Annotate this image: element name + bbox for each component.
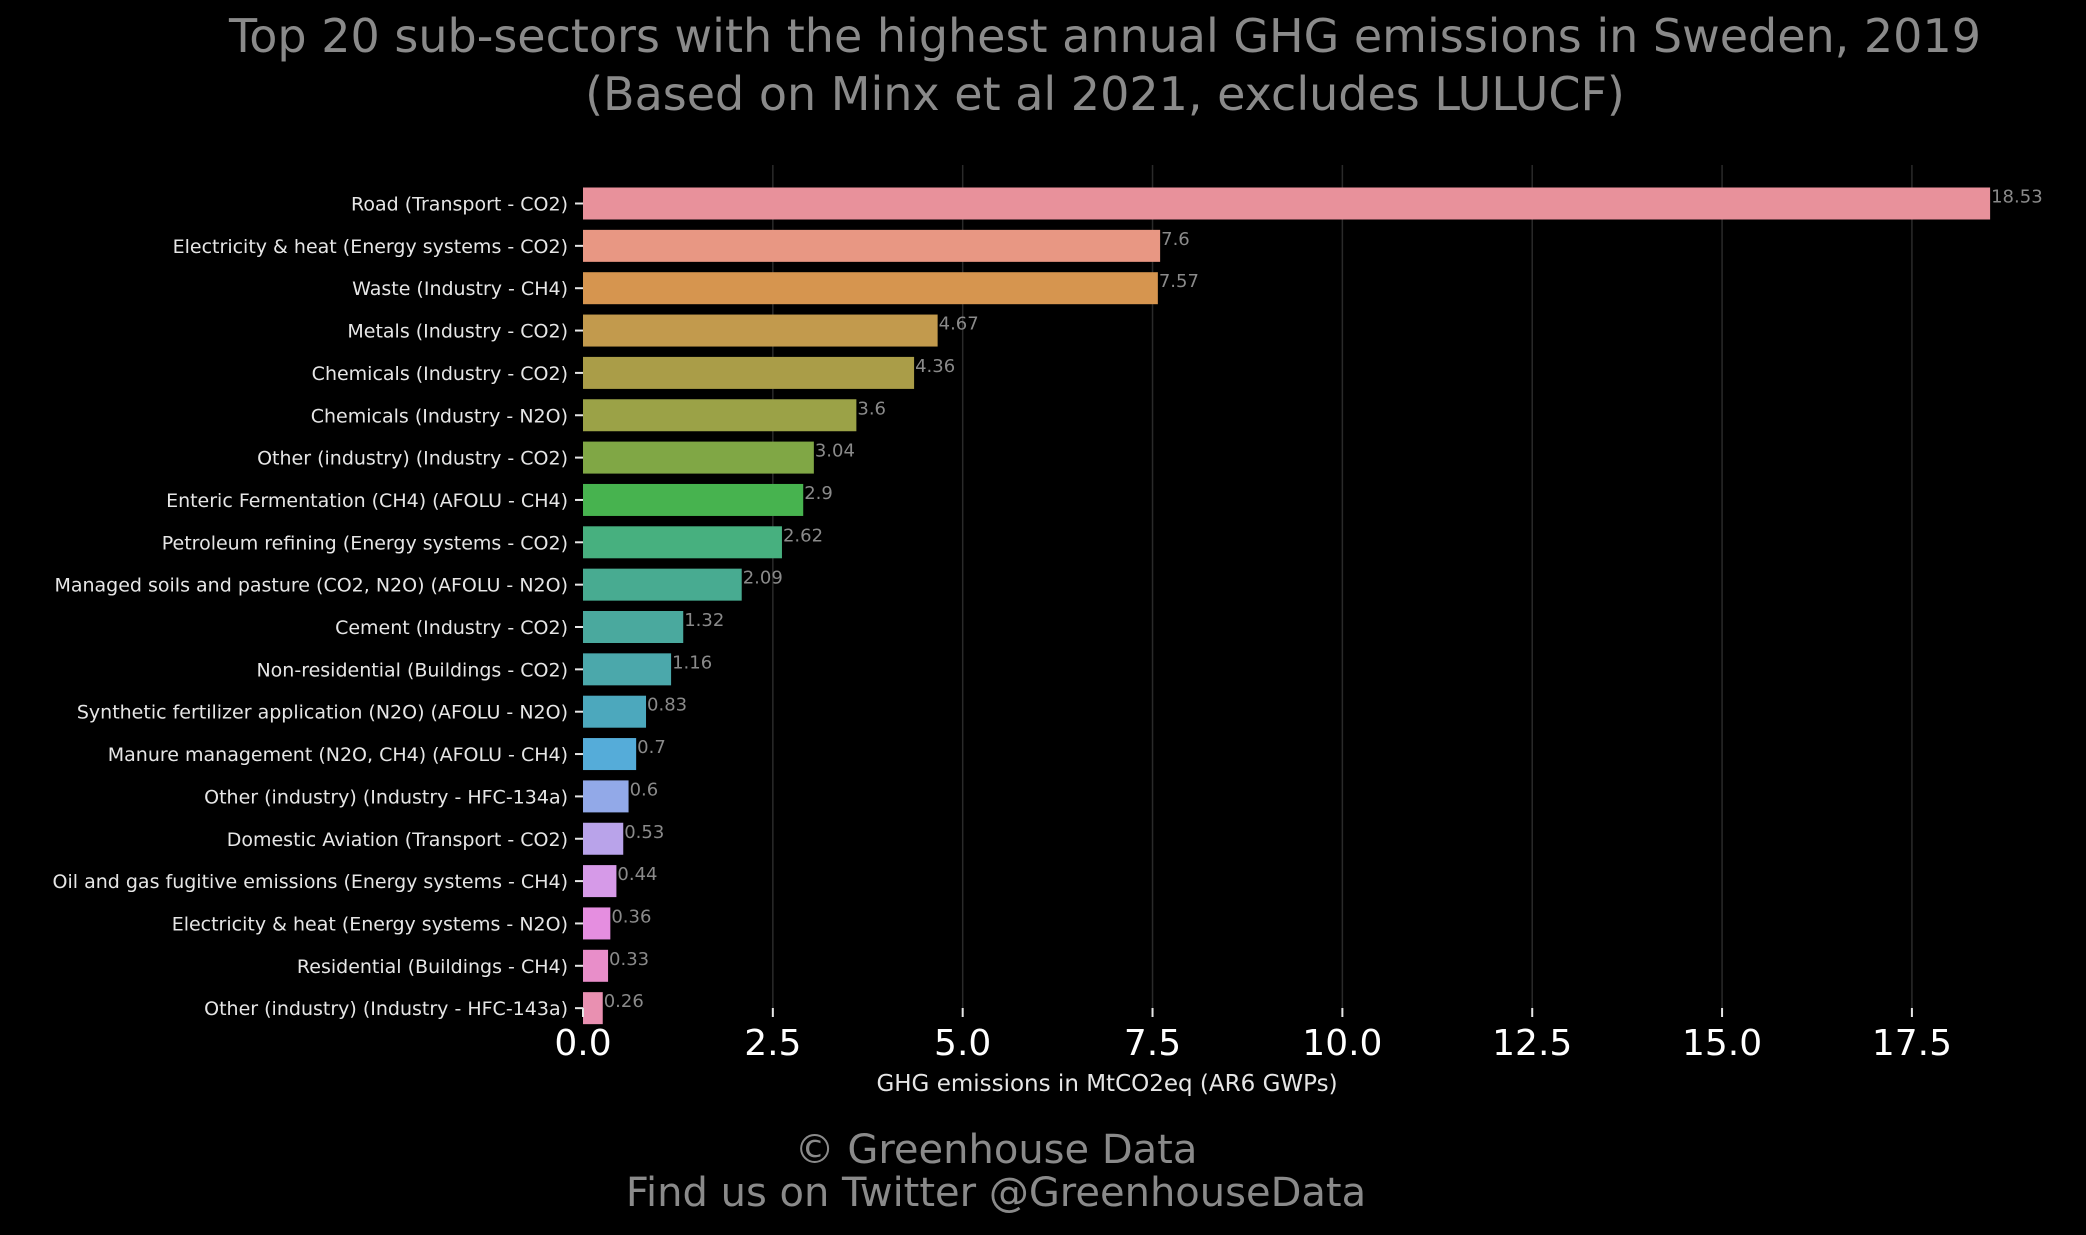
x-tick-label: 10.0 — [1302, 1023, 1382, 1064]
value-label: 3.04 — [815, 441, 855, 462]
category-label: Chemicals (Industry - CO2) — [312, 363, 568, 385]
bar — [583, 695, 647, 728]
x-tick-label: 0.0 — [554, 1023, 611, 1064]
category-label: Enteric Fermentation (CH4) (AFOLU - CH4) — [166, 490, 568, 512]
bar — [583, 992, 603, 1025]
x-axis-ticks: 0.0 2.5 5.0 7.5 10.0 12.5 15.0 17.5 — [554, 1008, 1952, 1064]
category-label: Synthetic fertilizer application (N2O) (… — [77, 702, 568, 724]
chart-subtitle: (Based on Minx et al 2021, excludes LULU… — [585, 67, 1625, 121]
value-label: 2.09 — [743, 568, 783, 589]
footer-copyright: © Greenhouse Data — [795, 1127, 1198, 1173]
bar — [583, 653, 672, 686]
value-label: 3.6 — [857, 398, 886, 419]
value-label: 2.9 — [804, 483, 833, 504]
value-label: 0.7 — [637, 737, 666, 758]
bar — [583, 187, 1991, 220]
value-label: 2.62 — [783, 525, 823, 546]
bar — [583, 780, 629, 813]
bar — [583, 441, 814, 474]
value-labels: 18.53 7.6 7.57 4.67 4.36 3.6 3.04 2.9 2.62 2.09 1.… — [604, 187, 2043, 1013]
value-label: 0.53 — [624, 822, 664, 843]
bar — [583, 568, 742, 601]
category-label: Residential (Buildings - CH4) — [297, 956, 568, 978]
x-tick-label: 5.0 — [934, 1023, 991, 1064]
bar — [583, 907, 611, 940]
bar — [583, 949, 609, 982]
value-label: 18.53 — [1991, 187, 2043, 208]
grid-lines — [772, 165, 1913, 1008]
bar — [583, 483, 804, 516]
x-tick-label: 12.5 — [1492, 1023, 1572, 1064]
category-label: Managed soils and pasture (CO2, N2O) (AF… — [54, 575, 568, 597]
value-label: 0.44 — [617, 864, 657, 885]
category-label: Road (Transport - CO2) — [351, 194, 568, 216]
x-tick-label: 15.0 — [1682, 1023, 1762, 1064]
bar — [583, 526, 782, 559]
value-label: 7.6 — [1161, 229, 1190, 250]
value-label: 0.83 — [647, 695, 687, 716]
bar — [583, 611, 684, 643]
category-label: Manure management (N2O, CH4) (AFOLU - CH… — [108, 744, 568, 766]
value-label: 1.16 — [672, 652, 712, 673]
category-label: Oil and gas fugitive emissions (Energy s… — [53, 871, 568, 893]
value-label: 0.26 — [604, 991, 644, 1012]
category-label: Other (industry) (Industry - HFC-134a) — [204, 786, 568, 808]
category-label: Other (industry) (Industry - HFC-143a) — [204, 998, 568, 1020]
bar — [583, 229, 1161, 262]
bar — [583, 314, 938, 347]
x-axis-title: GHG emissions in MtCO2eq (AR6 GWPs) — [876, 1071, 1337, 1097]
category-label: Petroleum refining (Energy systems - CO2… — [162, 532, 568, 554]
category-label: Non-residential (Buildings - CO2) — [256, 659, 568, 681]
bar — [583, 865, 617, 898]
category-label: Other (industry) (Industry - CO2) — [257, 448, 568, 470]
value-label: 7.57 — [1159, 271, 1199, 292]
bar — [583, 272, 1158, 305]
category-label: Electricity & heat (Energy systems - CO2… — [173, 236, 568, 258]
value-label: 0.33 — [609, 949, 649, 970]
value-label: 4.36 — [915, 356, 955, 377]
bar — [583, 738, 637, 771]
category-label: Electricity & heat (Energy systems - N2O… — [172, 913, 568, 935]
x-tick-label: 7.5 — [1124, 1023, 1181, 1064]
category-label: Chemicals (Industry - N2O) — [311, 405, 568, 427]
bar — [583, 356, 915, 389]
category-label: Domestic Aviation (Transport - CO2) — [227, 829, 568, 851]
bar — [583, 399, 857, 432]
category-labels: Road (Transport - CO2) Electricity & heat… — [53, 194, 583, 1020]
category-label: Metals (Industry - CO2) — [347, 321, 568, 343]
bars — [583, 187, 1991, 1025]
category-label: Cement (Industry - CO2) — [335, 617, 568, 639]
bar — [583, 822, 624, 855]
footer-twitter: Find us on Twitter @GreenhouseData — [626, 1170, 1366, 1216]
chart-title: Top 20 sub-sectors with the highest annu… — [228, 9, 1981, 63]
category-label: Waste (Industry - CH4) — [352, 278, 568, 300]
value-label: 0.6 — [630, 779, 659, 800]
value-label: 4.67 — [939, 314, 979, 335]
x-tick-label: 2.5 — [744, 1023, 801, 1064]
value-label: 0.36 — [611, 906, 651, 927]
x-tick-label: 17.5 — [1872, 1023, 1952, 1064]
value-label: 1.32 — [684, 610, 724, 631]
